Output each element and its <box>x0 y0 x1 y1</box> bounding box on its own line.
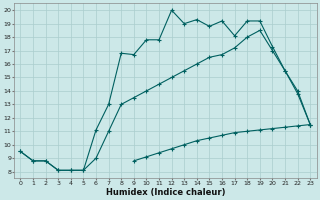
X-axis label: Humidex (Indice chaleur): Humidex (Indice chaleur) <box>106 188 225 197</box>
